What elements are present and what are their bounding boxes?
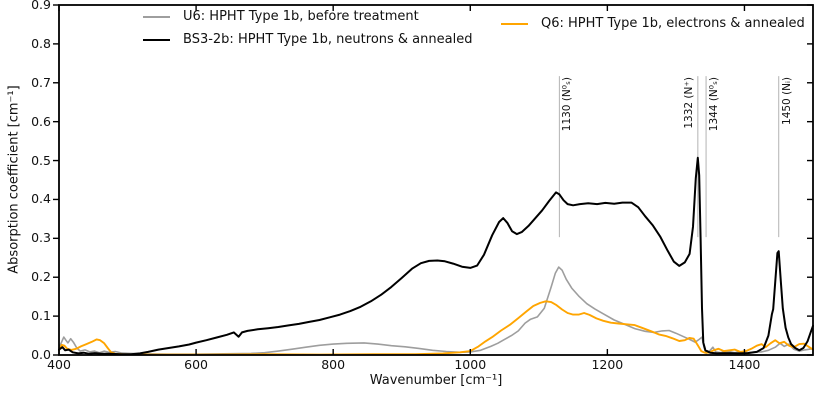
y-tick-label: 0.4: [31, 191, 51, 207]
x-tick-label: 1400: [728, 357, 761, 372]
legend-label: Q6: HPHT Type 1b, electrons & annealed: [541, 16, 805, 31]
peak-annotation-label: 1130 (N⁰ₛ): [561, 77, 574, 132]
y-tick-label: 0.8: [31, 35, 51, 51]
y-tick-label: 0.1: [31, 308, 51, 324]
x-tick-label: 600: [184, 357, 208, 372]
plot-border: [58, 4, 814, 356]
y-tick-label: 0.0: [31, 347, 51, 362]
x-tick-label: 400: [47, 357, 71, 372]
legend-entry-bs3-2b: BS3-2b: HPHT Type 1b, neutrons & anneale…: [143, 28, 472, 51]
y-axis-title: Absorption coefficient [cm⁻¹]: [6, 85, 22, 274]
y-tick-label: 0.9: [31, 0, 51, 12]
legend-label: U6: HPHT Type 1b, before treatment: [183, 9, 419, 24]
y-tick-label: 0.7: [31, 74, 51, 90]
y-tick-label: 0.2: [31, 269, 51, 285]
legend-left-column: U6: HPHT Type 1b, before treatment BS3-2…: [143, 5, 472, 51]
y-tick-label: 0.3: [31, 230, 51, 246]
legend-entry-u6: U6: HPHT Type 1b, before treatment: [143, 5, 472, 28]
spectrum-curve: [58, 266, 814, 356]
legend-line-sample-orange: [501, 22, 528, 25]
peak-annotation-label: 1344 (N⁰ₛ): [708, 77, 721, 132]
x-axis-title: Wavenumber [cm⁻¹]: [369, 373, 503, 388]
legend-right-column: Q6: HPHT Type 1b, electrons & annealed: [501, 12, 805, 35]
x-tick-label: 1000: [454, 357, 487, 372]
y-tick-label: 0.6: [31, 113, 51, 129]
x-tick-label: 1200: [591, 357, 624, 372]
legend-label: BS3-2b: HPHT Type 1b, neutrons & anneale…: [183, 32, 473, 47]
spectrum-curve: [58, 156, 814, 356]
legend-line-sample-gray: [143, 15, 170, 18]
peak-annotation-label: 1332 (N⁺): [682, 77, 695, 129]
y-tick-label: 0.5: [31, 152, 51, 168]
peak-annotation-label: 1450 (Nᵢ): [780, 77, 793, 126]
legend-entry-q6: Q6: HPHT Type 1b, electrons & annealed: [501, 12, 805, 35]
x-tick-label: 800: [321, 357, 346, 372]
legend-line-sample-black: [143, 38, 170, 41]
